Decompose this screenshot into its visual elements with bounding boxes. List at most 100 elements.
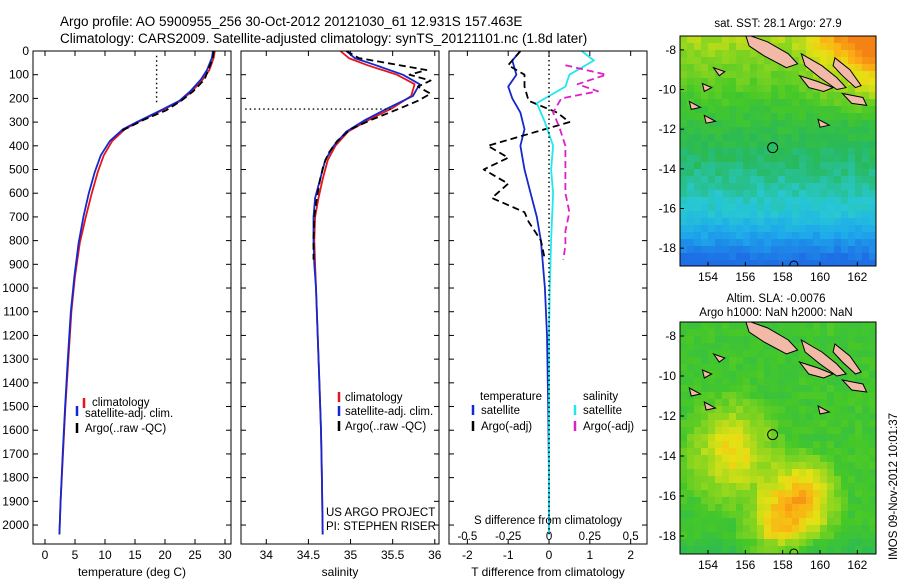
heatmap-cell — [792, 36, 800, 44]
heatmap-cell — [771, 455, 779, 463]
x-tick-label: 35.5 — [381, 548, 405, 562]
heatmap-cell — [827, 50, 835, 58]
heatmap-cell — [736, 134, 744, 142]
heatmap-cell — [778, 78, 786, 86]
heatmap-cell — [729, 232, 737, 240]
heatmap-cell — [680, 57, 688, 65]
heatmap-cell — [694, 204, 702, 212]
heatmap-cell — [729, 64, 737, 72]
heatmap-cell — [722, 43, 730, 51]
s-tick-label: 0.25 — [579, 531, 601, 543]
heatmap-cell — [855, 406, 863, 414]
heatmap-cell — [869, 106, 876, 114]
heatmap-cell — [799, 378, 807, 386]
heatmap-cell — [813, 427, 821, 435]
heatmap-cell — [799, 385, 807, 393]
heatmap-cell — [708, 162, 716, 170]
heatmap-cell — [848, 127, 856, 135]
heatmap-cell — [799, 441, 807, 449]
heatmap-cell — [764, 85, 772, 93]
heatmap-cell — [701, 420, 709, 428]
heatmap-cell — [855, 36, 863, 44]
heatmap-cell — [750, 260, 758, 266]
heatmap-cell — [694, 99, 702, 107]
heatmap-cell — [820, 476, 828, 484]
heatmap-cell — [813, 336, 821, 344]
heatmap-cell — [869, 455, 876, 463]
heatmap-cell — [764, 462, 772, 470]
heatmap-cell — [771, 322, 779, 330]
heatmap-cell — [792, 427, 800, 435]
heatmap-cell — [785, 434, 793, 442]
heatmap-cell — [771, 71, 779, 79]
depth-tick-label: 400 — [9, 139, 29, 153]
heatmap-cell — [694, 169, 702, 177]
heatmap-cell — [687, 225, 695, 233]
heatmap-cell — [785, 106, 793, 114]
heatmap-cell — [799, 106, 807, 114]
heatmap-cell — [743, 357, 751, 365]
heatmap-cell — [750, 518, 758, 526]
depth-tick-label: 1900 — [2, 494, 29, 508]
heatmap-cell — [862, 169, 870, 177]
heatmap-cell — [708, 518, 716, 526]
heatmap-cell — [687, 518, 695, 526]
heatmap-cell — [778, 204, 786, 212]
heatmap-cell — [841, 518, 849, 526]
heatmap-cell — [729, 462, 737, 470]
x-tick-label: 10 — [98, 548, 112, 562]
heatmap-cell — [687, 57, 695, 65]
heatmap-cell — [701, 197, 709, 205]
heatmap-cell — [855, 476, 863, 484]
heatmap-cell — [820, 392, 828, 400]
heatmap-cell — [729, 343, 737, 351]
heatmap-cell — [820, 99, 828, 107]
heatmap-cell — [799, 113, 807, 121]
heatmap-cell — [813, 462, 821, 470]
heatmap-cell — [813, 113, 821, 121]
heatmap-cell — [694, 385, 702, 393]
heatmap-cell — [855, 336, 863, 344]
heatmap-cell — [806, 204, 814, 212]
heatmap-cell — [862, 497, 870, 505]
heatmap-cell — [764, 64, 772, 72]
heatmap-cell — [687, 43, 695, 51]
heatmap-cell — [715, 113, 723, 121]
heatmap-cell — [778, 462, 786, 470]
island-shape — [800, 52, 848, 91]
heatmap-cell — [778, 169, 786, 177]
sla-map-frame — [679, 321, 877, 555]
heatmap-cell — [694, 218, 702, 226]
heatmap-cell — [848, 455, 856, 463]
heatmap-cell — [855, 357, 863, 365]
heatmap-cell — [792, 476, 800, 484]
heatmap-cell — [813, 434, 821, 442]
heatmap-cell — [813, 106, 821, 114]
heatmap-cell — [694, 504, 702, 512]
heatmap-cell — [771, 371, 779, 379]
heatmap-cell — [701, 218, 709, 226]
heatmap-cell — [820, 427, 828, 435]
heatmap-cell — [757, 176, 765, 184]
heatmap-cell — [806, 85, 814, 93]
heatmap-cell — [701, 64, 709, 72]
heatmap-cell — [834, 322, 842, 330]
heatmap-cell — [694, 85, 702, 93]
lat-tick-label: -10 — [659, 83, 677, 97]
series-line-argo-raw-qc- — [119, 51, 215, 133]
island-shape — [712, 66, 726, 77]
heatmap-cell — [785, 162, 793, 170]
heatmap-cell — [792, 71, 800, 79]
heatmap-cell — [764, 169, 772, 177]
heatmap-cell — [792, 64, 800, 72]
heatmap-cell — [729, 113, 737, 121]
heatmap-cell — [743, 546, 751, 554]
heatmap-cell — [792, 99, 800, 107]
heatmap-cell — [834, 162, 842, 170]
heatmap-cell — [855, 176, 863, 184]
heatmap-cell — [764, 476, 772, 484]
heatmap-cell — [680, 183, 688, 191]
legend-t-sat-label: satellite — [481, 405, 520, 417]
heatmap-cell — [743, 253, 751, 261]
heatmap-cell — [778, 162, 786, 170]
